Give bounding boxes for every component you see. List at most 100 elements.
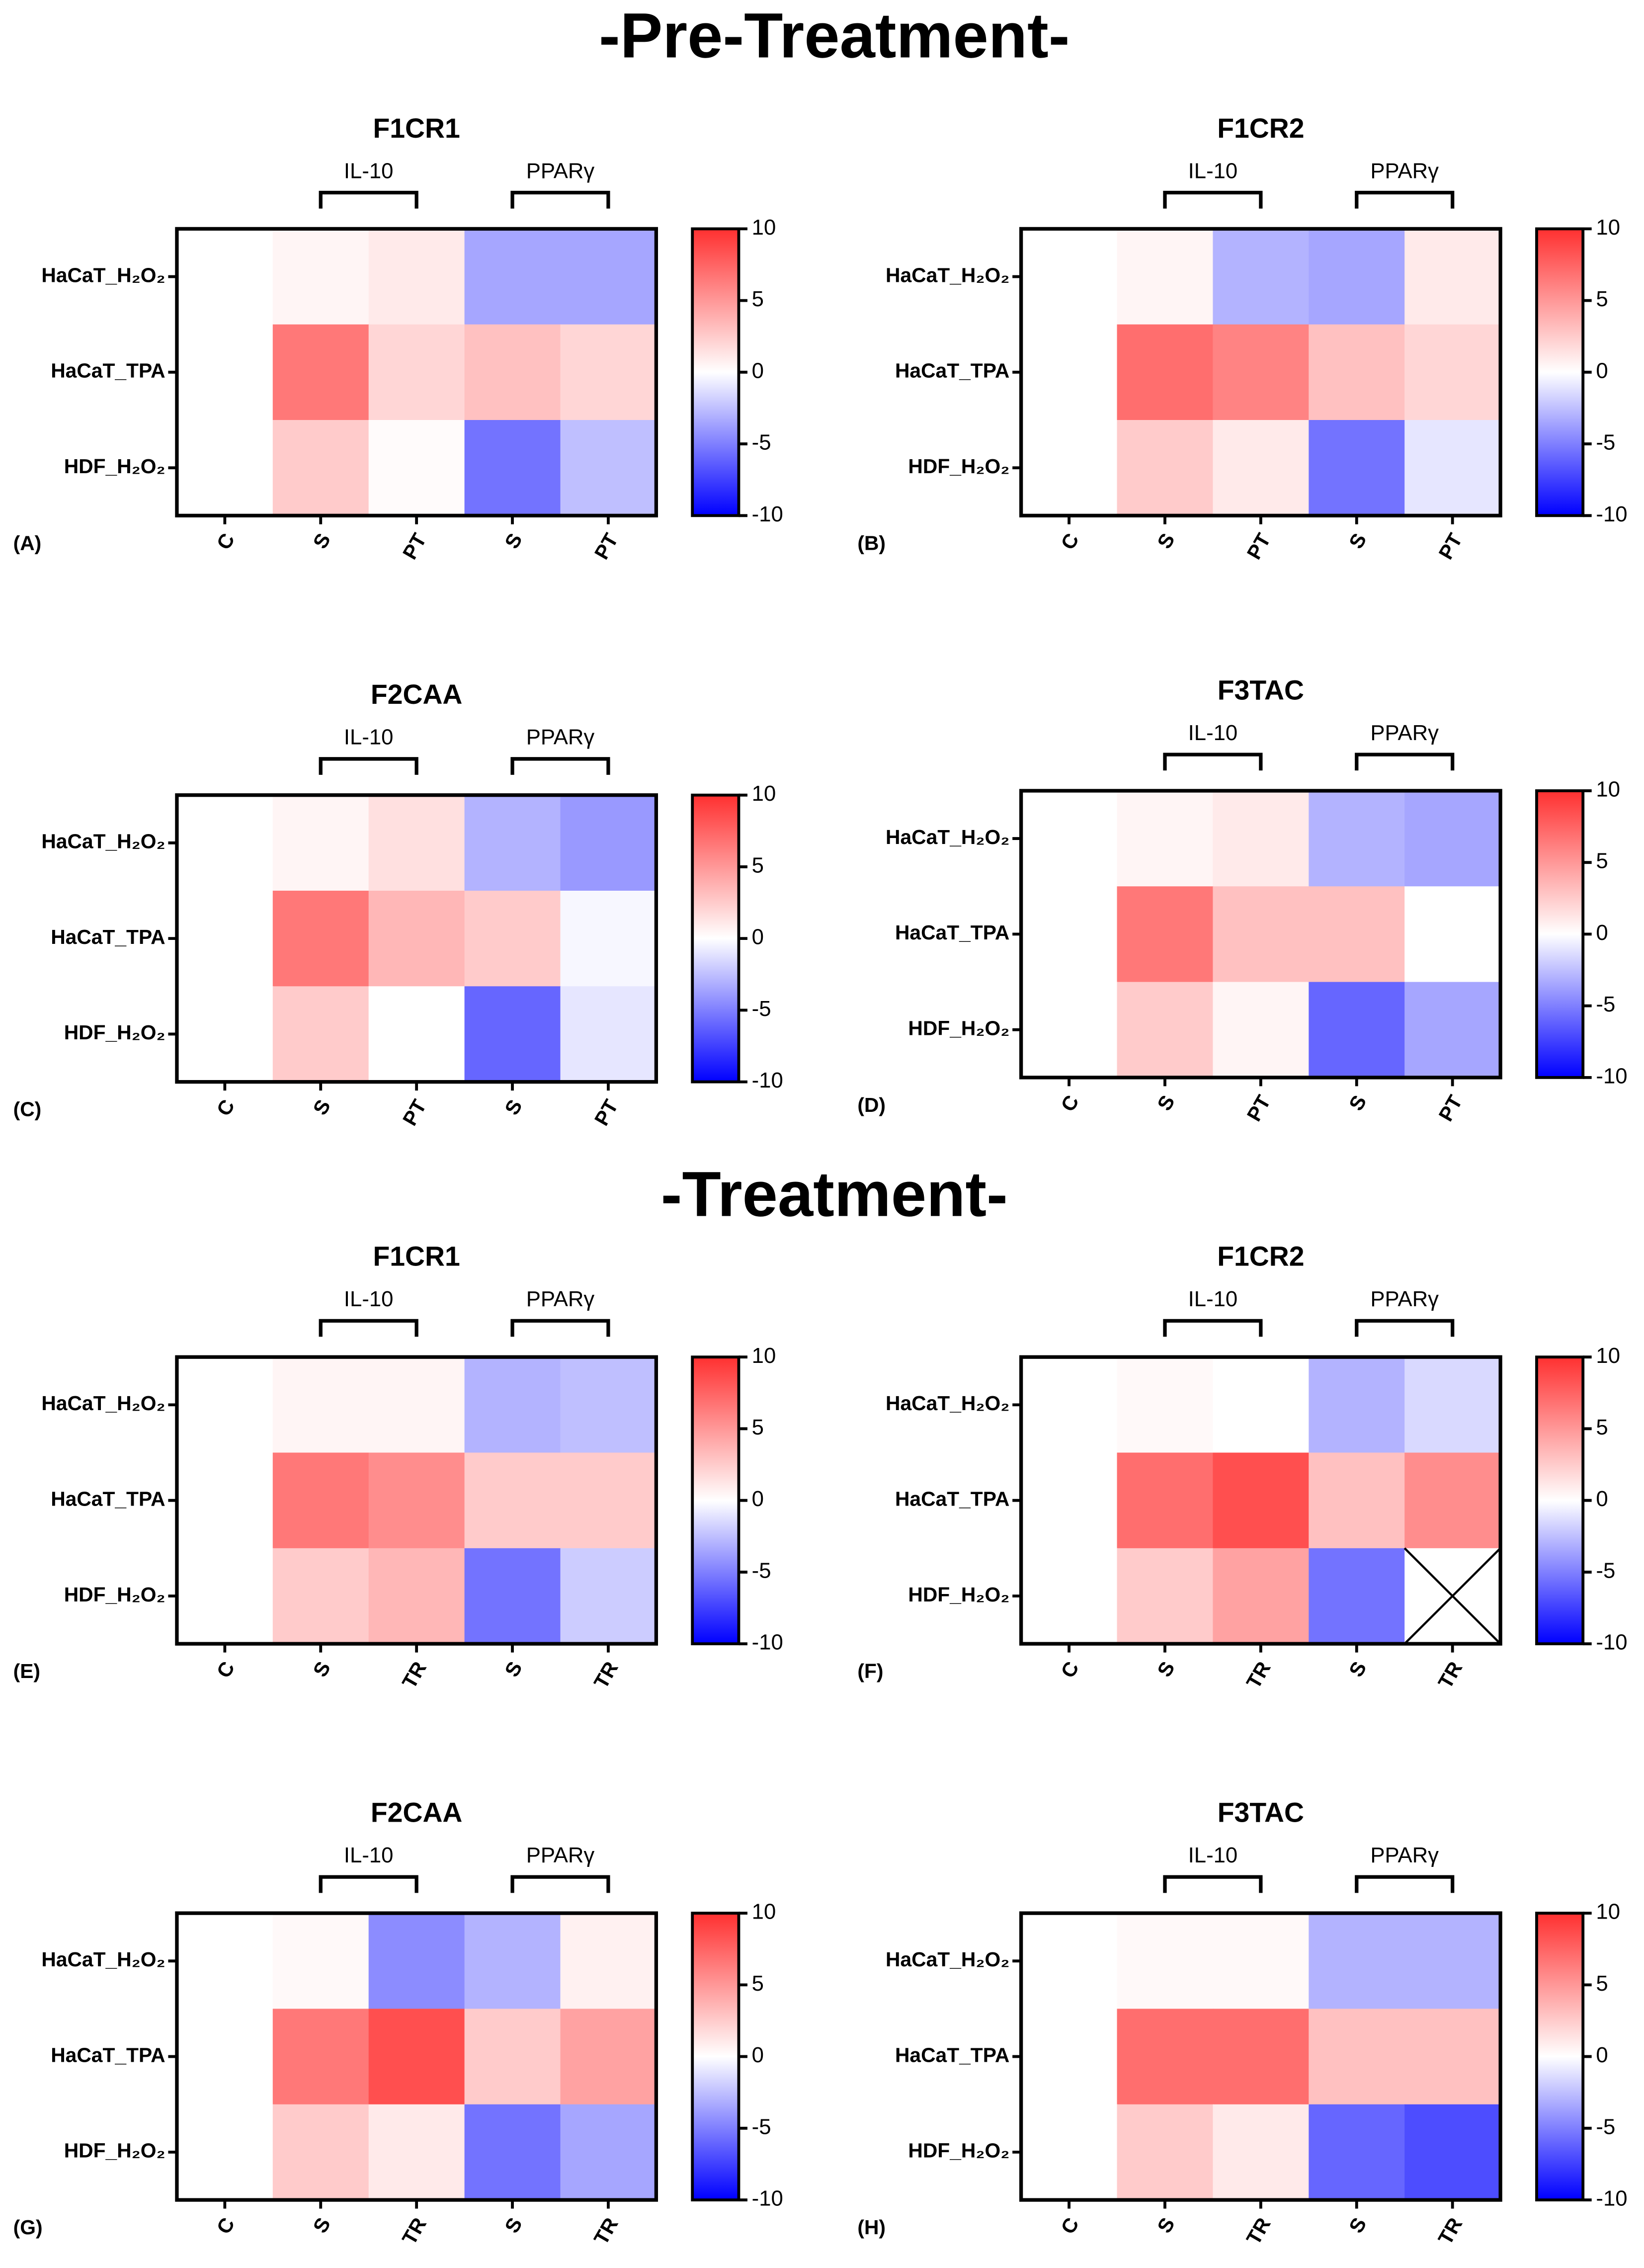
x-tick-label: PT bbox=[1242, 1091, 1275, 1125]
heatmap-cell bbox=[368, 229, 466, 326]
heatmap-cell bbox=[272, 1913, 370, 2010]
heatmap-cell bbox=[1117, 790, 1214, 887]
heatmap-cell bbox=[1213, 1913, 1310, 2010]
group-label: PPARγ bbox=[526, 1287, 595, 1311]
heatmap-cell bbox=[176, 1548, 274, 1645]
panel-label: (C) bbox=[13, 1098, 42, 1121]
x-tick-label: S bbox=[1344, 1658, 1371, 1681]
x-tick-label: S bbox=[1152, 2214, 1179, 2237]
heatmap-cell bbox=[1404, 982, 1501, 1079]
colorbar-tick-label: 0 bbox=[752, 358, 764, 383]
heatmap-cell bbox=[368, 890, 466, 987]
x-tick-label: S bbox=[309, 529, 335, 553]
group-label: IL-10 bbox=[344, 725, 394, 750]
heatmap-cell bbox=[176, 1913, 274, 2010]
heatmap-cell bbox=[560, 1357, 657, 1453]
heatmap-cell bbox=[1213, 2104, 1310, 2201]
group-bracket bbox=[319, 1875, 418, 1893]
heatmap-cell bbox=[1309, 229, 1405, 326]
colorbar-tick-label: 0 bbox=[752, 1487, 764, 1511]
heatmap-cell bbox=[464, 420, 561, 516]
colorbar-tick-label: 5 bbox=[1596, 849, 1608, 873]
group-bracket bbox=[510, 1319, 610, 1337]
heatmap-cell bbox=[272, 1357, 370, 1453]
heatmap-cell bbox=[368, 1548, 466, 1645]
x-tick-label: S bbox=[1344, 529, 1371, 553]
heatmap-cell bbox=[272, 420, 370, 516]
group-label: IL-10 bbox=[1188, 1287, 1238, 1311]
chart-title: F3TAC bbox=[1218, 674, 1304, 705]
heatmap-cell bbox=[1117, 1548, 1214, 1645]
heatmap-cell bbox=[272, 795, 370, 892]
heatmap-cell bbox=[560, 2009, 657, 2105]
x-tick-label: C bbox=[212, 529, 240, 554]
colorbar-tick-label: 5 bbox=[1596, 1415, 1608, 1439]
heatmap-cell bbox=[1404, 2009, 1501, 2105]
heatmap-cell bbox=[1213, 2009, 1310, 2105]
section-heading: -Pre-Treatment- bbox=[599, 0, 1069, 71]
heatmap-cell bbox=[1021, 1548, 1118, 1645]
x-tick-label: TR bbox=[1433, 1658, 1467, 1692]
colorbar-tick-label: 0 bbox=[1596, 358, 1608, 383]
y-tick-label: HaCaT_TPA bbox=[51, 359, 165, 382]
heatmap-cell bbox=[272, 1452, 370, 1549]
group-label: IL-10 bbox=[1188, 159, 1238, 183]
heatmap-cell bbox=[1117, 2009, 1214, 2105]
heatmap-cell bbox=[1404, 229, 1501, 326]
heatmap-cell bbox=[1021, 1913, 1118, 2010]
x-tick-label: TR bbox=[398, 2214, 431, 2249]
x-tick-label: C bbox=[1056, 1092, 1083, 1116]
group-bracket bbox=[1355, 753, 1455, 771]
y-tick-label: HaCaT_H₂O₂ bbox=[886, 1948, 1009, 1971]
y-tick-label: HaCaT_TPA bbox=[51, 925, 165, 948]
heatmap-cell bbox=[1021, 886, 1118, 983]
heatmap-cell bbox=[560, 420, 657, 516]
y-tick-label: HDF_H₂O₂ bbox=[908, 1583, 1009, 1606]
colorbar-tick-label: 0 bbox=[752, 925, 764, 949]
y-tick-label: HaCaT_H₂O₂ bbox=[41, 1392, 165, 1415]
colorbar-tick-label: 10 bbox=[752, 215, 776, 240]
heatmap-cell bbox=[368, 2009, 466, 2105]
heatmap-cell bbox=[272, 324, 370, 421]
heatmap-cell bbox=[464, 890, 561, 987]
heatmap-cell bbox=[176, 324, 274, 421]
colorbar bbox=[1535, 227, 1585, 517]
colorbar-tick-label: 5 bbox=[1596, 1971, 1608, 1996]
group-label: PPARγ bbox=[526, 725, 595, 750]
colorbar-tick-label: 10 bbox=[752, 1900, 776, 1924]
colorbar-tick-label: -5 bbox=[752, 2114, 771, 2139]
group-bracket bbox=[1163, 1875, 1263, 1893]
colorbar bbox=[691, 1912, 740, 2201]
colorbar-tick-label: 10 bbox=[1596, 1900, 1620, 1924]
group-label: IL-10 bbox=[344, 159, 394, 183]
heatmap-cell bbox=[1213, 420, 1310, 516]
heatmap-cell bbox=[1021, 229, 1118, 326]
heatmap-cell bbox=[1404, 790, 1501, 887]
group-bracket bbox=[319, 1319, 418, 1337]
heatmap-cell bbox=[1404, 1913, 1501, 2010]
y-tick-label: HaCaT_TPA bbox=[51, 1487, 165, 1510]
group-label: IL-10 bbox=[344, 1843, 394, 1867]
heatmap-cell bbox=[1309, 1913, 1405, 2010]
group-label: PPARγ bbox=[1370, 721, 1439, 745]
group-bracket bbox=[510, 1875, 610, 1893]
heatmap-cell bbox=[1021, 324, 1118, 421]
heatmap-cell bbox=[368, 986, 466, 1083]
x-tick-label: TR bbox=[589, 2214, 623, 2249]
heatmap-cell bbox=[368, 1913, 466, 2010]
heatmap-cell bbox=[1309, 420, 1405, 516]
heatmap-cell bbox=[176, 1357, 274, 1453]
heatmap-cell bbox=[464, 2104, 561, 2201]
x-tick-label: S bbox=[309, 1095, 335, 1119]
x-tick-label: C bbox=[1056, 529, 1083, 554]
missing-cross bbox=[1403, 1547, 1501, 1645]
heatmap-cell bbox=[1117, 982, 1214, 1079]
heatmap-cell bbox=[1213, 1357, 1310, 1453]
y-tick-label: HDF_H₂O₂ bbox=[64, 1583, 165, 1606]
group-bracket bbox=[1355, 190, 1455, 209]
panel-label: (A) bbox=[13, 531, 42, 554]
group-bracket bbox=[319, 757, 418, 775]
colorbar-tick-label: -5 bbox=[1596, 2114, 1615, 2139]
x-tick-label: C bbox=[1056, 2214, 1083, 2238]
